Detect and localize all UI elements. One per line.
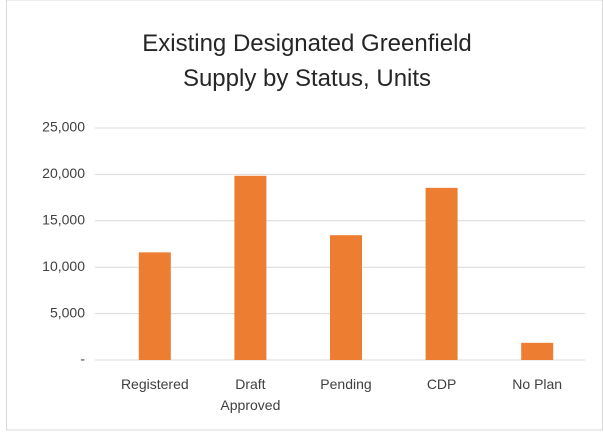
chart-title: Existing Designated Greenfield Supply by… (142, 30, 472, 92)
y-tick-label: - (80, 351, 85, 367)
y-tick-label: 5,000 (50, 304, 85, 320)
x-tick-label: No Plan (512, 376, 563, 392)
bar (425, 187, 458, 360)
bar (234, 175, 267, 360)
x-tick-label: Registered (120, 376, 189, 392)
x-tick-label: Draft Approved (220, 376, 281, 413)
x-tick-label: CDP (426, 376, 457, 392)
x-tick-label: Pending (320, 376, 372, 392)
y-tick-label: 20,000 (42, 165, 85, 181)
y-tick-label: 15,000 (42, 212, 85, 228)
y-tick-label: 10,000 (42, 258, 85, 274)
bar (138, 252, 171, 360)
bar (521, 342, 554, 360)
bar (330, 235, 362, 360)
y-tick-label: 25,000 (42, 119, 85, 135)
